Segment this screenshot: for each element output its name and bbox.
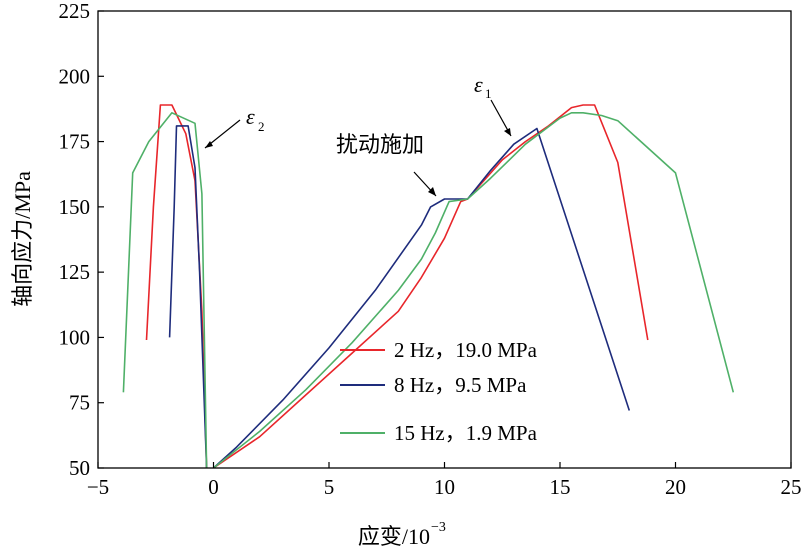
y-tick-label: 225: [59, 0, 91, 23]
annotation-disturbance: 扰动施加: [336, 132, 424, 157]
legend-label-3: 15 Hz，1.9 MPa: [394, 421, 538, 445]
annotation-eps1-arrowhead: [504, 128, 511, 136]
y-axis-label: 轴向应力/MPa: [10, 171, 35, 307]
series-2-lateral-line: [168, 125, 208, 469]
legend-label-2: 8 Hz，9.5 MPa: [394, 373, 527, 397]
legend: 2 Hz，19.0 MPa 8 Hz，9.5 MPa 15 Hz，1.9 MPa: [340, 338, 538, 445]
x-axis-label: 应变/10: [358, 524, 430, 549]
y-axis: 50 75 100 125 150 175 200 225: [59, 0, 104, 480]
annotation-eps2-arrowhead: [205, 141, 213, 148]
series-2-axial-line: [212, 127, 631, 469]
y-tick-label: 125: [59, 260, 91, 284]
x-tick-label: 15: [550, 475, 571, 499]
x-tick-label: 20: [665, 475, 686, 499]
series-1-lateral-line: [145, 104, 208, 469]
annotation-eps2-symbol: ε: [246, 104, 255, 129]
x-tick-label: 25: [781, 475, 802, 499]
y-tick-label: 200: [59, 64, 91, 88]
annotation-eps2-subscript: 2: [258, 119, 265, 134]
x-tick-label: 5: [324, 475, 335, 499]
series-3-axial-line: [213, 112, 735, 469]
annotation-eps1-subscript: 1: [485, 86, 492, 101]
x-axis-label-exponent: −3: [431, 520, 446, 535]
x-tick-label: 10: [434, 475, 455, 499]
x-tick-label: −5: [87, 475, 109, 499]
y-tick-label: 100: [59, 325, 91, 349]
y-tick-label: 150: [59, 195, 91, 219]
x-axis: −5 0 5 10 15 20 25: [87, 462, 802, 499]
y-tick-label: 175: [59, 130, 91, 154]
y-tick-label: 50: [69, 456, 90, 480]
series-3-lateral-line: [122, 112, 208, 469]
series-layer: [122, 104, 735, 469]
legend-label-1: 2 Hz，19.0 MPa: [394, 338, 538, 362]
annotation-eps1-symbol: ε: [474, 72, 483, 97]
y-tick-label: 75: [69, 391, 90, 415]
x-tick-label: 0: [208, 475, 219, 499]
annotation-disturbance-arrowhead: [428, 187, 436, 196]
